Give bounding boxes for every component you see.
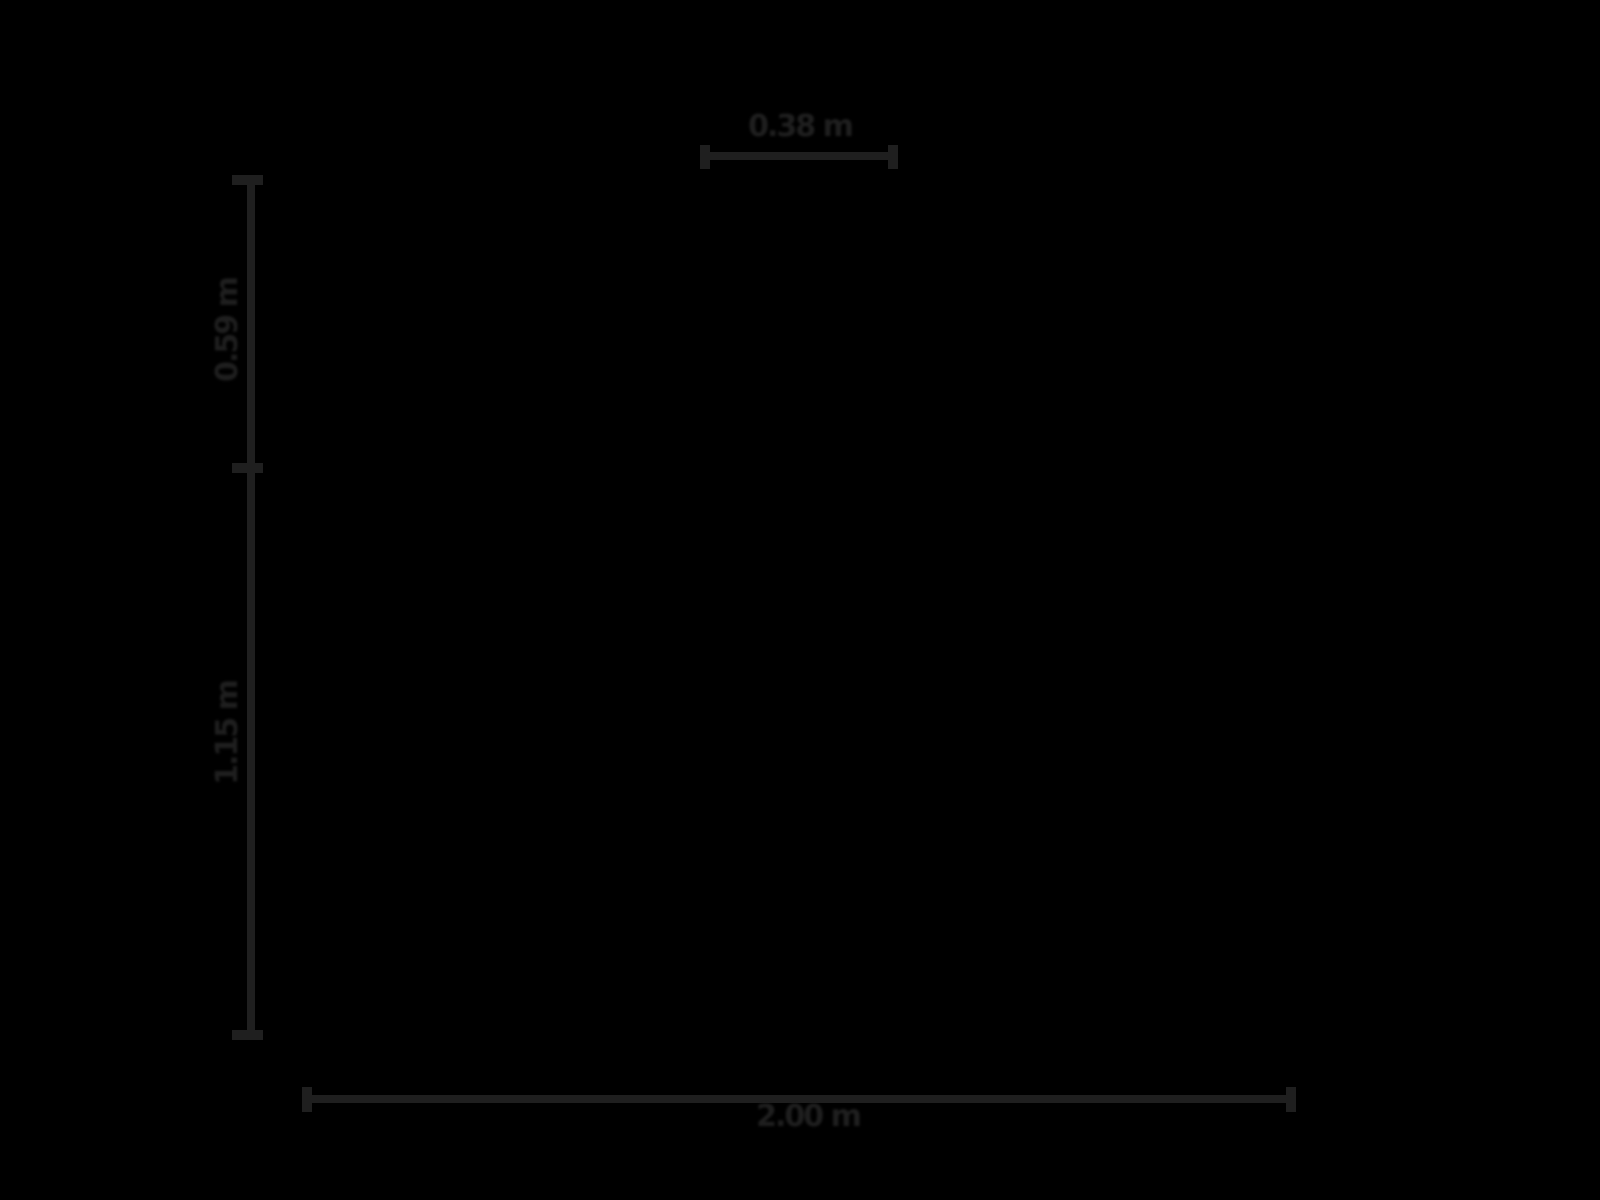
top-dimension-right-cap [888, 145, 898, 169]
left-dimension-line [247, 180, 255, 1035]
top-dimension-label: 0.38 m [748, 109, 854, 144]
bottom-dimension-left-cap [302, 1087, 312, 1112]
left-dimension-top-cap [232, 175, 263, 185]
left-dimension-bottom-cap [232, 1030, 263, 1040]
bottom-dimension-right-cap [1286, 1087, 1296, 1112]
top-dimension-line [705, 152, 893, 160]
bottom-dimension-line [307, 1095, 1291, 1103]
left-lower-dimension-label: 1.15 m [210, 681, 245, 785]
top-dimension-left-cap [700, 145, 710, 169]
left-dimension-middle-cap [232, 463, 263, 473]
bottom-dimension-label: 2.00 m [756, 1099, 862, 1134]
left-upper-dimension-label: 0.59 m [210, 278, 245, 382]
